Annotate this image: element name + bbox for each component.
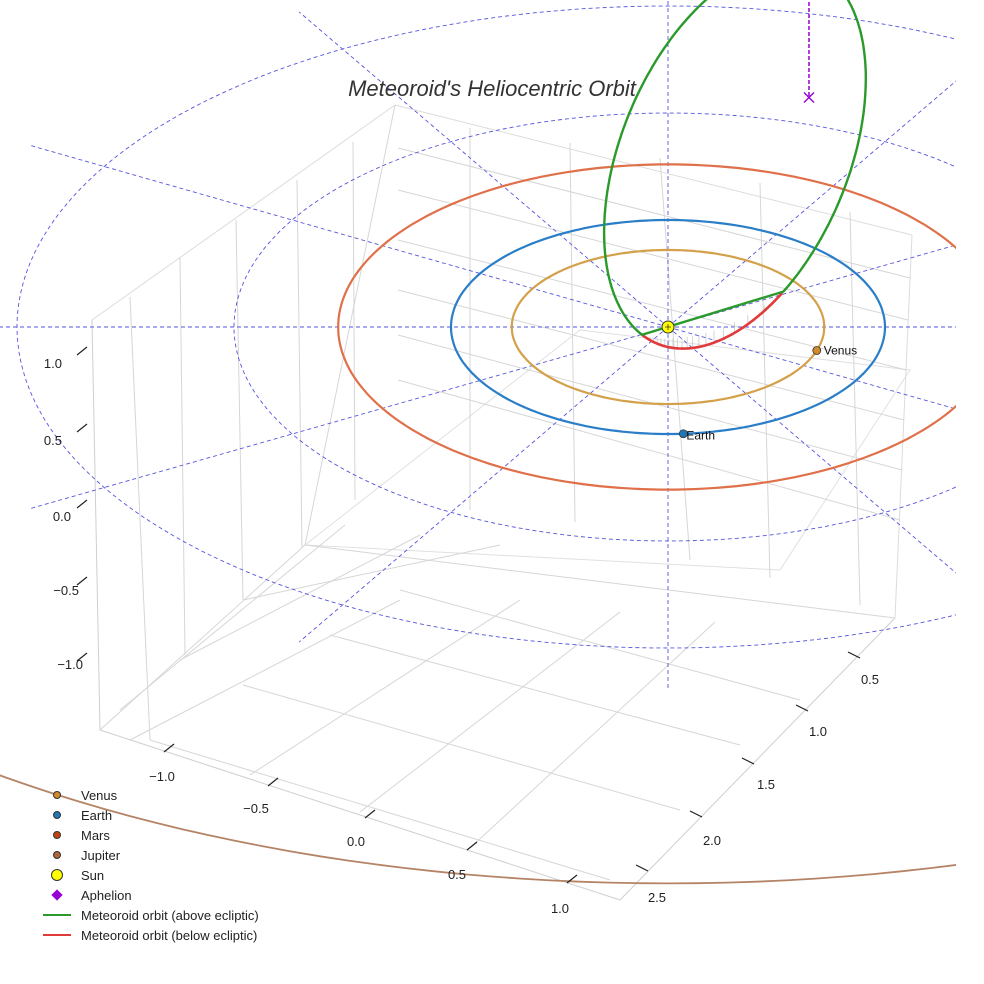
- x-tick-label: −1.0: [149, 769, 175, 784]
- sun-center-cross: [665, 324, 671, 330]
- earth-marker: [678, 429, 688, 439]
- legend-label: Sun: [81, 867, 105, 883]
- earth-orbit: [449, 218, 887, 436]
- z-tick-label: −0.5: [53, 583, 79, 598]
- legend-label: Mars: [81, 827, 110, 843]
- y-tick-label: 1.5: [757, 777, 775, 792]
- y-axis: [635, 651, 861, 872]
- y-tick-label: 2.0: [703, 833, 721, 848]
- y-tick-label: 1.0: [809, 724, 827, 739]
- venus-orbit: [510, 248, 826, 406]
- venus-marker: [812, 346, 822, 355]
- ecliptic-grid-spoke: [298, 326, 669, 643]
- legend-item-jupiter: Jupiter: [42, 845, 372, 865]
- x-tick-label: −0.5: [243, 801, 269, 816]
- sun-legend-marker: [51, 869, 63, 881]
- chart-title: Meteoroid's Heliocentric Orbit: [348, 76, 637, 101]
- legend-label: Meteoroid orbit (above ecliptic): [81, 907, 259, 923]
- earth-legend-marker: [53, 811, 61, 819]
- z-tick-label: −1.0: [57, 657, 83, 672]
- meteoroid-orbit-layer: [602, 0, 867, 350]
- y-tick-label: 0.5: [861, 672, 879, 687]
- venus-legend-marker: [53, 791, 61, 799]
- legend-label: Jupiter: [81, 847, 121, 863]
- mars-orbit: [337, 163, 956, 491]
- above-ecliptic-legend-line: [43, 914, 71, 916]
- marker-layer: Venus Earth: [661, 0, 857, 443]
- legend-label: Earth: [81, 807, 113, 823]
- jupiter-orbit-layer: [0, 774, 956, 885]
- jupiter-legend-marker: [53, 851, 61, 859]
- aphelion-legend-marker: [51, 889, 63, 901]
- y-tick-label: 2.5: [648, 890, 666, 905]
- x-axis: [163, 743, 578, 884]
- jupiter-orbit: [0, 774, 956, 885]
- legend-item-sun: Sun: [42, 865, 372, 885]
- legend-item-mars: Mars: [42, 825, 372, 845]
- legend-item-below-ecliptic: Meteoroid orbit (below ecliptic): [42, 925, 372, 945]
- meteoroid-orbit-below: [641, 292, 784, 350]
- ecliptic-grid-ring: [233, 112, 956, 542]
- z-axis: [76, 346, 88, 662]
- earth-label: Earth: [686, 429, 715, 443]
- legend-item-aphelion: Aphelion: [42, 885, 372, 905]
- legend-label: Aphelion: [81, 887, 132, 903]
- planet-orbit-layer: [337, 163, 956, 491]
- z-tick-label: 0.5: [44, 433, 62, 448]
- aphelion-ecliptic-cross: [803, 92, 815, 104]
- ecliptic-grid-spoke: [667, 244, 956, 328]
- below-ecliptic-legend-line: [43, 934, 71, 936]
- legend-item-above-ecliptic: Meteoroid orbit (above ecliptic): [42, 905, 372, 925]
- mars-legend-marker: [53, 831, 61, 839]
- x-tick-label: 0.0: [347, 834, 365, 849]
- meteoroid-orbit-above: [602, 0, 867, 337]
- z-tick-label: 0.0: [53, 509, 71, 524]
- venus-label: Venus: [824, 344, 857, 358]
- ecliptic-grid-spoke: [28, 326, 669, 510]
- x-tick-label: 0.5: [448, 867, 466, 882]
- ecliptic-grid-layer: [0, 0, 956, 691]
- ecliptic-grid-spoke: [298, 11, 669, 328]
- x-tick-label: 1.0: [551, 901, 569, 916]
- legend: Venus Earth Mars Jupiter Sun Aphelion Me…: [42, 785, 372, 945]
- legend-label: Meteoroid orbit (below ecliptic): [81, 927, 258, 943]
- ecliptic-grid-spoke: [667, 80, 956, 328]
- ecliptic-grid-spoke: [28, 144, 669, 328]
- legend-item-earth: Earth: [42, 805, 372, 825]
- legend-item-venus: Venus: [42, 785, 372, 805]
- z-tick-label: 1.0: [44, 356, 62, 371]
- legend-label: Venus: [81, 787, 118, 803]
- ecliptic-grid-spoke: [667, 326, 956, 574]
- axes-box: [91, 104, 913, 901]
